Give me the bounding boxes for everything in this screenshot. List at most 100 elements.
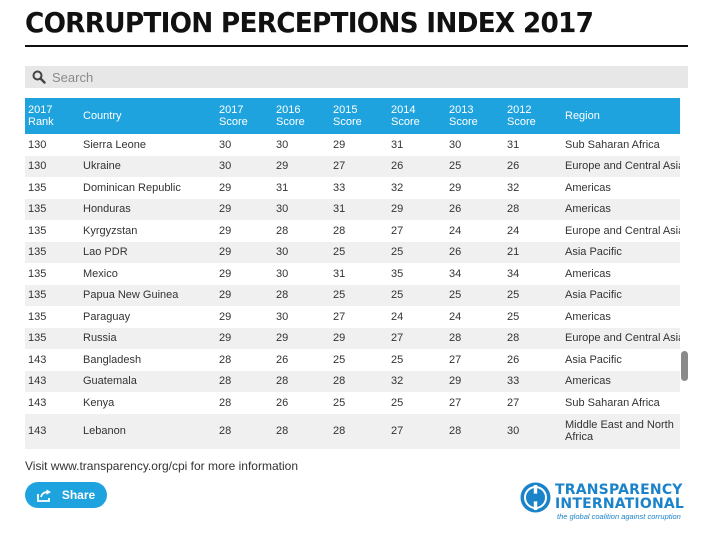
cell-score-2014: 27 xyxy=(388,413,446,449)
cell-score-2016: 29 xyxy=(273,155,330,177)
ti-logo-icon xyxy=(520,482,551,513)
cell-region: Sub Saharan Africa xyxy=(565,396,660,409)
cell-score-2016: 30 xyxy=(276,267,289,280)
cell-score-2017: 29 xyxy=(219,267,232,280)
cell-country: Honduras xyxy=(80,198,216,220)
search-icon xyxy=(32,70,46,84)
cell-region: Asia Pacific xyxy=(562,284,680,306)
column-header-text: 2016 xyxy=(276,104,301,116)
cell-rank: 143 xyxy=(28,353,47,366)
cell-rank: 135 xyxy=(28,310,47,323)
cell-score-2016: 30 xyxy=(273,198,330,220)
cell-country: Ukraine xyxy=(80,155,216,177)
column-header-text: 2017 xyxy=(219,104,244,116)
cell-region: Americas xyxy=(565,267,611,280)
cell-score-2015: 28 xyxy=(330,370,388,392)
cell-score-2014: 32 xyxy=(391,181,404,194)
cell-score-2013: 27 xyxy=(449,353,462,366)
cell-score-2013: 34 xyxy=(449,267,462,280)
title-divider xyxy=(25,45,688,47)
cell-region: Europe and Central Asia xyxy=(562,327,680,349)
column-header-region[interactable]: Region xyxy=(562,98,680,134)
search-bar[interactable] xyxy=(25,66,688,88)
cell-country: Kenya xyxy=(83,396,115,409)
cell-score-2013: 29 xyxy=(446,370,504,392)
cell-score-2013: 26 xyxy=(446,241,504,263)
cell-score-2012: 26 xyxy=(504,155,562,177)
cell-country: Sierra Leone xyxy=(83,138,146,151)
more-info-link[interactable]: Visit www.transparency.org/cpi for more … xyxy=(25,459,298,473)
page-title: CORRUPTION PERCEPTIONS INDEX 2017 xyxy=(25,6,594,39)
cell-score-2017: 29 xyxy=(219,181,232,194)
cell-score-2012: 28 xyxy=(504,198,562,220)
table-row: 135 Lao PDR 29 30 25 25 26 21 Asia Pacific xyxy=(25,241,680,263)
cell-score-2013: 24 xyxy=(449,224,462,237)
cell-country: Paraguay xyxy=(83,310,131,323)
column-header-rank[interactable]: 2017 Rank xyxy=(25,98,80,134)
cell-region: Sub Saharan Africa xyxy=(565,138,660,151)
cell-score-2013: 28 xyxy=(446,327,504,349)
cell-score-2012: 26 xyxy=(507,353,520,366)
cell-rank: 135 xyxy=(28,267,47,280)
cell-score-2017: 28 xyxy=(216,370,273,392)
table-row: 135 Dominican Republic 29 31 33 32 29 32 America… xyxy=(25,177,680,199)
column-header-score-2015[interactable]: 2015 Score xyxy=(330,98,388,134)
cell-region: Middle East and North Africa xyxy=(562,413,680,449)
cell-score-2012: 28 xyxy=(504,327,562,349)
table-header-row: 2017 Rank Country 2017 Score 2016 Score 2015 Sco… xyxy=(25,98,680,134)
cell-country: Dominican Republic xyxy=(83,181,181,194)
cell-country: Kyrgyzstan xyxy=(83,224,138,237)
cell-rank: 143 xyxy=(25,370,80,392)
cell-score-2017: 30 xyxy=(216,155,273,177)
cpi-table: 2017 Rank Country 2017 Score 2016 Score 2015 Sco… xyxy=(25,98,680,449)
cell-score-2017: 29 xyxy=(219,310,232,323)
table-row: 143 Guatemala 28 28 28 32 29 33 Americas xyxy=(25,370,680,392)
column-header-score-2014[interactable]: 2014 Score xyxy=(388,98,446,134)
cell-rank: 143 xyxy=(25,413,80,449)
column-header-text: 2013 xyxy=(449,104,474,116)
cpi-table-container[interactable]: 2017 Rank Country 2017 Score 2016 Score 2015 Sco… xyxy=(25,98,680,450)
column-header-score-2013[interactable]: 2013 Score xyxy=(446,98,504,134)
cell-score-2014: 35 xyxy=(391,267,404,280)
cell-score-2017: 29 xyxy=(216,284,273,306)
cell-score-2012: 25 xyxy=(504,284,562,306)
cell-score-2017: 29 xyxy=(216,241,273,263)
cell-score-2017: 29 xyxy=(216,327,273,349)
table-body: 130 Sierra Leone 30 30 29 31 30 31 Sub Saharan A… xyxy=(25,134,680,449)
search-input[interactable] xyxy=(52,69,652,85)
column-header-score-2017[interactable]: 2017 Score xyxy=(216,98,273,134)
cell-region: Europe and Central Asia xyxy=(565,224,680,237)
transparency-international-logo[interactable]: TRANSPARENCY INTERNATIONAL the global co… xyxy=(519,481,691,523)
cell-rank: 135 xyxy=(28,224,47,237)
cell-score-2014: 24 xyxy=(391,310,404,323)
table-scrollbar-thumb[interactable] xyxy=(681,351,688,381)
cell-score-2016: 28 xyxy=(276,224,289,237)
cell-country: Russia xyxy=(80,327,216,349)
table-row: 130 Ukraine 30 29 27 26 25 26 Europe and Central… xyxy=(25,155,680,177)
cell-score-2015: 25 xyxy=(333,396,346,409)
cell-score-2015: 27 xyxy=(330,155,388,177)
cell-score-2017: 29 xyxy=(216,198,273,220)
column-header-score-2012[interactable]: 2012 Score xyxy=(504,98,562,134)
column-header-text: 2015 xyxy=(333,104,358,116)
cell-score-2016: 29 xyxy=(273,327,330,349)
cell-score-2015: 25 xyxy=(333,353,346,366)
table-row: 143 Bangladesh 28 26 25 25 27 26 Asia Pacific xyxy=(25,349,680,371)
table-scrollbar-track[interactable] xyxy=(681,98,688,450)
share-button[interactable]: Share xyxy=(25,482,107,508)
cell-region: Asia Pacific xyxy=(562,241,680,263)
cell-score-2013: 27 xyxy=(449,396,462,409)
column-header-country[interactable]: Country xyxy=(80,98,216,134)
cell-region: Asia Pacific xyxy=(565,353,622,366)
column-header-score-2016[interactable]: 2016 Score xyxy=(273,98,330,134)
cell-score-2016: 28 xyxy=(273,413,330,449)
cell-score-2013: 29 xyxy=(449,181,462,194)
cell-score-2012: 21 xyxy=(504,241,562,263)
cell-score-2014: 25 xyxy=(388,241,446,263)
cell-score-2014: 26 xyxy=(388,155,446,177)
cell-score-2015: 25 xyxy=(330,284,388,306)
column-header-text: 2017 xyxy=(28,104,53,116)
logo-tagline: the global coalition against corruption xyxy=(557,512,681,521)
cell-rank: 135 xyxy=(25,327,80,349)
cell-score-2015: 27 xyxy=(333,310,346,323)
